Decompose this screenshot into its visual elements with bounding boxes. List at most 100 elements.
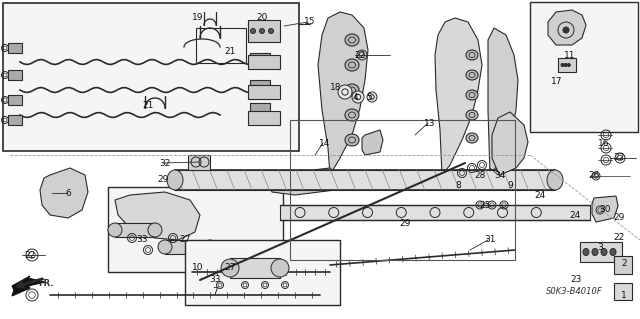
Text: 20: 20 <box>256 13 268 23</box>
Polygon shape <box>12 276 45 296</box>
Text: 6: 6 <box>65 189 71 197</box>
Text: 1: 1 <box>621 291 627 300</box>
Polygon shape <box>248 20 280 42</box>
Polygon shape <box>488 28 518 175</box>
Text: 9: 9 <box>507 181 513 189</box>
Polygon shape <box>248 85 280 99</box>
Text: 23: 23 <box>570 276 582 285</box>
Text: FR.: FR. <box>38 278 54 287</box>
Text: 7: 7 <box>212 287 218 296</box>
Polygon shape <box>230 258 280 278</box>
Bar <box>196 28 246 63</box>
Ellipse shape <box>345 59 359 71</box>
Ellipse shape <box>250 28 255 33</box>
Polygon shape <box>362 130 383 155</box>
Text: 24: 24 <box>570 211 580 219</box>
Polygon shape <box>188 155 210 170</box>
Bar <box>558 58 576 72</box>
Polygon shape <box>8 115 22 125</box>
Text: 5: 5 <box>366 93 372 101</box>
Text: 27: 27 <box>224 263 236 272</box>
Text: 22: 22 <box>24 250 36 259</box>
Text: 32: 32 <box>159 159 171 167</box>
Polygon shape <box>268 168 340 195</box>
Text: 13: 13 <box>424 118 436 128</box>
Text: 19: 19 <box>192 13 204 23</box>
Polygon shape <box>250 103 270 113</box>
Ellipse shape <box>466 133 478 143</box>
Ellipse shape <box>592 249 598 256</box>
Ellipse shape <box>567 63 570 66</box>
Bar <box>3 3 299 151</box>
Ellipse shape <box>158 240 172 254</box>
Ellipse shape <box>345 34 359 46</box>
Ellipse shape <box>466 70 478 80</box>
Ellipse shape <box>564 63 567 66</box>
Polygon shape <box>115 192 200 240</box>
Polygon shape <box>492 112 528 175</box>
Text: 22: 22 <box>613 153 625 162</box>
Ellipse shape <box>167 170 183 190</box>
Polygon shape <box>8 70 22 80</box>
Text: 28: 28 <box>474 170 486 180</box>
Ellipse shape <box>203 240 217 254</box>
Ellipse shape <box>271 259 289 277</box>
Polygon shape <box>580 242 622 262</box>
Bar <box>108 187 283 272</box>
Text: 34: 34 <box>494 170 506 180</box>
Polygon shape <box>40 168 88 218</box>
Bar <box>185 240 340 305</box>
Text: 17: 17 <box>551 78 563 86</box>
Polygon shape <box>8 95 22 105</box>
Text: 25: 25 <box>479 201 491 210</box>
Text: 10: 10 <box>192 263 204 272</box>
Bar <box>530 2 638 132</box>
Ellipse shape <box>338 85 352 99</box>
Text: 31: 31 <box>484 235 496 244</box>
Text: 3: 3 <box>597 243 603 253</box>
Text: 29: 29 <box>613 213 625 222</box>
Text: 15: 15 <box>304 18 316 26</box>
Text: 8: 8 <box>455 181 461 189</box>
Ellipse shape <box>148 223 162 237</box>
Polygon shape <box>280 205 590 220</box>
Ellipse shape <box>367 92 377 102</box>
Polygon shape <box>248 55 280 69</box>
Text: 14: 14 <box>319 138 331 147</box>
Text: 21: 21 <box>142 100 154 109</box>
Ellipse shape <box>561 63 564 66</box>
Ellipse shape <box>583 249 589 256</box>
Ellipse shape <box>345 84 359 96</box>
Ellipse shape <box>563 27 569 33</box>
Text: 21: 21 <box>224 48 236 56</box>
Ellipse shape <box>466 110 478 120</box>
Ellipse shape <box>601 249 607 256</box>
Ellipse shape <box>221 259 239 277</box>
Ellipse shape <box>466 90 478 100</box>
Polygon shape <box>250 80 270 90</box>
Text: 11: 11 <box>564 50 576 60</box>
Ellipse shape <box>345 134 359 146</box>
Ellipse shape <box>345 109 359 121</box>
Ellipse shape <box>610 249 616 256</box>
Ellipse shape <box>259 28 264 33</box>
Text: 26: 26 <box>588 170 600 180</box>
Polygon shape <box>548 10 586 45</box>
Text: 29: 29 <box>157 175 169 184</box>
Text: 27: 27 <box>179 235 191 244</box>
Ellipse shape <box>466 50 478 60</box>
Polygon shape <box>318 12 368 175</box>
Text: 4: 4 <box>352 93 358 101</box>
Polygon shape <box>165 240 210 254</box>
Polygon shape <box>614 283 632 300</box>
Polygon shape <box>614 256 632 274</box>
Text: 22: 22 <box>355 50 365 60</box>
Text: 2: 2 <box>621 258 627 268</box>
Polygon shape <box>250 53 270 63</box>
Polygon shape <box>592 196 618 222</box>
Text: 16: 16 <box>598 138 610 147</box>
Polygon shape <box>248 111 280 125</box>
Bar <box>290 120 515 260</box>
Ellipse shape <box>352 91 364 103</box>
Polygon shape <box>8 43 22 53</box>
